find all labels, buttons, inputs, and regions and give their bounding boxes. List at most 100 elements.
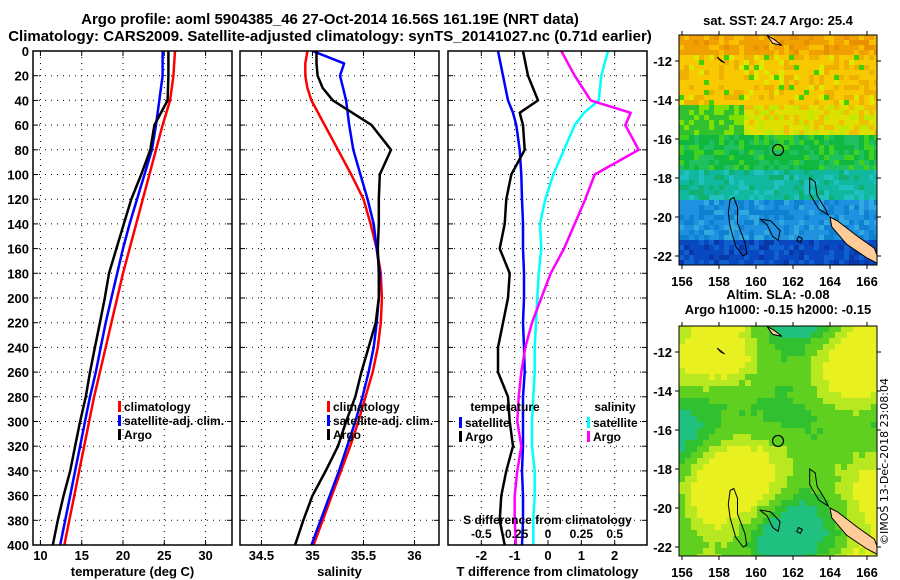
map-pixel	[739, 85, 744, 90]
map-pixel	[799, 250, 804, 255]
map-pixel	[829, 140, 834, 145]
map-pixel	[864, 130, 869, 135]
map-pixel	[745, 482, 751, 488]
map-pixel	[703, 476, 709, 482]
map-pixel	[869, 90, 874, 95]
map-pixel	[809, 115, 814, 120]
map-pixel	[819, 110, 824, 115]
map-frame-group: 156 158 160 162 164 166-12-14-16-18-20-22	[653, 322, 881, 580]
map-pixel	[829, 440, 835, 446]
map-pixel	[874, 240, 877, 245]
map-pixel	[754, 90, 759, 95]
map-pixel	[774, 230, 779, 235]
map-pixel	[704, 160, 709, 165]
map-frame-group: 156 158 160 162 164 166-12-14-16-18-20-22	[653, 31, 881, 289]
argo-float-marker[interactable]	[771, 143, 785, 157]
map-pixel	[799, 464, 805, 470]
map-pixel	[703, 470, 709, 476]
map-pixel	[834, 70, 839, 75]
map-pixel	[775, 440, 781, 446]
map-pixel	[749, 100, 754, 105]
map-pixel	[685, 458, 691, 464]
map-pixel	[739, 200, 744, 205]
map-pixel	[804, 85, 809, 90]
map-pixel	[829, 90, 834, 95]
map-pixel	[809, 85, 814, 90]
map-pixel	[715, 548, 721, 554]
map-pixel	[679, 488, 685, 494]
map-pixel	[739, 416, 745, 422]
map-pixel	[757, 410, 763, 416]
map-pixel	[859, 110, 864, 115]
map-pixel	[684, 140, 689, 145]
map-pixel	[739, 326, 745, 332]
map-pixel	[759, 165, 764, 170]
y-tick-label: 400	[7, 538, 29, 553]
map-pixel	[824, 115, 829, 120]
map-pixel	[769, 410, 775, 416]
map-pixel	[709, 135, 714, 140]
map-pixel	[754, 150, 759, 155]
map-pixel	[811, 428, 817, 434]
map-pixel	[844, 115, 849, 120]
map-pixel	[814, 40, 819, 45]
map-pixel	[854, 130, 859, 135]
map-pixel	[757, 488, 763, 494]
map-pixel	[745, 332, 751, 338]
map-pixel	[811, 410, 817, 416]
map-pixel	[844, 135, 849, 140]
map-pixel	[769, 235, 774, 240]
map-pixel	[844, 245, 849, 250]
map-pixel	[847, 404, 853, 410]
map-pixel	[759, 125, 764, 130]
map-pixel	[793, 482, 799, 488]
map-pixel	[739, 494, 745, 500]
map-pixel	[749, 140, 754, 145]
map-pixel	[759, 185, 764, 190]
map-pixel	[774, 260, 779, 265]
map-pixel	[689, 130, 694, 135]
map-pixel	[824, 100, 829, 105]
map-pixel	[779, 205, 784, 210]
map-pixel	[689, 100, 694, 105]
map-pixel	[834, 150, 839, 155]
map-pixel	[781, 398, 787, 404]
map-pixel	[694, 85, 699, 90]
map-pixel	[804, 75, 809, 80]
map-pixel	[745, 428, 751, 434]
map-pixel	[789, 135, 794, 140]
argo-float-marker[interactable]	[771, 434, 785, 448]
map-pixel	[679, 215, 684, 220]
map-pixel	[817, 470, 823, 476]
map-pixel	[849, 50, 854, 55]
map-pixel	[769, 452, 775, 458]
map-pixel	[869, 110, 874, 115]
map-pixel	[721, 428, 727, 434]
map-pixel	[781, 410, 787, 416]
map-pixel	[874, 60, 877, 65]
map-pixel	[829, 115, 834, 120]
map-pixel	[869, 50, 874, 55]
map-pixel	[749, 110, 754, 115]
map-pixel	[781, 470, 787, 476]
map-pixel	[794, 60, 799, 65]
map-pixel	[864, 100, 869, 105]
map-pixel	[835, 362, 841, 368]
map-pixel	[853, 470, 859, 476]
map-pixel	[697, 380, 703, 386]
map-pixel	[679, 494, 685, 500]
map-pixel	[769, 434, 775, 440]
map-pixel	[775, 476, 781, 482]
map-pixel	[809, 110, 814, 115]
map-pixel	[733, 512, 739, 518]
map-pixel	[819, 255, 824, 260]
map-pixel	[789, 205, 794, 210]
map-pixel	[817, 368, 823, 374]
map-pixel	[697, 494, 703, 500]
map-frame	[678, 325, 878, 557]
map-pixel	[829, 260, 834, 265]
map-pixel	[751, 434, 757, 440]
map-pixel	[745, 404, 751, 410]
map-pixel	[754, 50, 759, 55]
map-pixel	[757, 362, 763, 368]
